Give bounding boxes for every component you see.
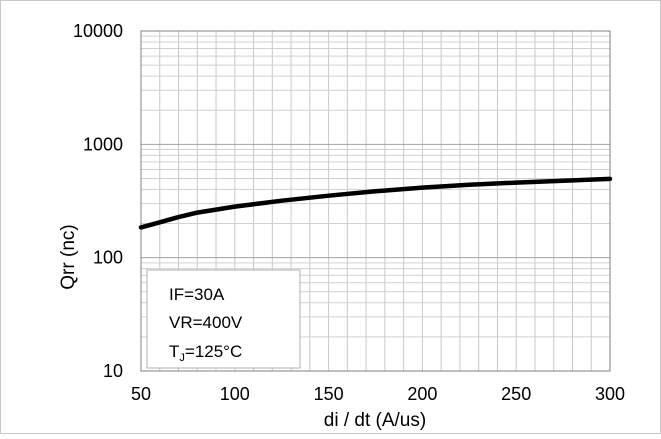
x-tick-label: 250 [501,384,531,404]
y-tick-labels: 10 100 1000 10000 [73,21,123,381]
annotation-box: IF=30A VR=400V TJ=125°C [146,269,301,369]
y-tick-label: 100 [93,248,123,268]
series-line [138,176,613,230]
annotation-background [146,269,301,369]
annotation-tj-sub: J [179,352,185,364]
x-tick-label: 100 [220,384,250,404]
annotation-vr: VR=400V [169,313,243,332]
annotation-tj-value: =125°C [185,342,242,361]
annotation-tj: TJ=125°C [169,342,242,364]
x-tick-label: 50 [131,384,151,404]
series-layer [138,176,613,230]
y-axis-label: Qrr (nc) [58,224,79,289]
x-tick-label: 300 [595,384,625,404]
x-axis-label: di / dt (A/us) [324,410,426,431]
annotation-tj-main: T [169,342,179,361]
x-tick-label: 200 [407,384,437,404]
y-tick-label: 1000 [83,134,123,154]
plot-frame [140,30,611,372]
x-tick-label: 150 [314,384,344,404]
y-tick-label: 10000 [73,21,123,41]
y-tick-label: 10 [103,361,123,381]
annotation-if: IF=30A [169,285,225,304]
x-tick-labels: 50 100 150 200 250 300 [131,384,625,404]
